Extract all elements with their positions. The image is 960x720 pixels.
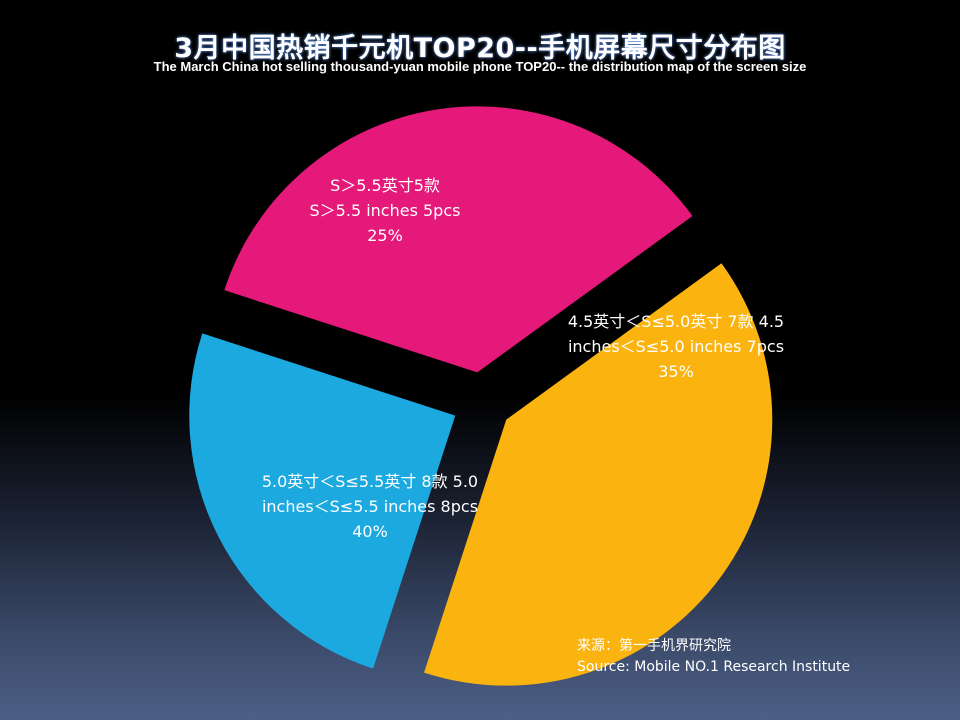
slice-label-3-line-1: S＞5.5英寸5款	[330, 176, 440, 195]
slice-label-2-line-3: 40%	[352, 522, 388, 541]
source-line-cn: 来源：第一手机界研究院	[577, 638, 731, 654]
chart-title: 3月中国热销千元机TOP20--手机屏幕尺寸分布图	[174, 33, 786, 64]
pie-slice-1	[224, 106, 693, 373]
slice-label-1-line-3: 35%	[658, 362, 694, 381]
chart-subtitle: The March China hot selling thousand-yua…	[153, 59, 807, 74]
slice-label-1-line-1: 4.5英寸＜S≤5.0英寸 7款 4.5	[568, 312, 784, 331]
pie-slice-2	[424, 263, 773, 686]
source-line-en: Source: Mobile NO.1 Research Institute	[577, 659, 851, 675]
slice-label-2-line-1: 5.0英寸＜S≤5.5英寸 8款 5.0	[262, 472, 478, 491]
slice-label-1-line-2: inches＜S≤5.0 inches 7pcs	[568, 337, 784, 356]
slice-label-3-line-3: 25%	[367, 226, 403, 245]
slice-label-3-line-2: S＞5.5 inches 5pcs	[310, 201, 461, 220]
slice-label-2-line-2: inches＜S≤5.5 inches 8pcs	[262, 497, 478, 516]
source-note: 来源：第一手机界研究院 Source: Mobile NO.1 Research…	[577, 636, 850, 678]
pie-slice-3	[189, 333, 456, 669]
